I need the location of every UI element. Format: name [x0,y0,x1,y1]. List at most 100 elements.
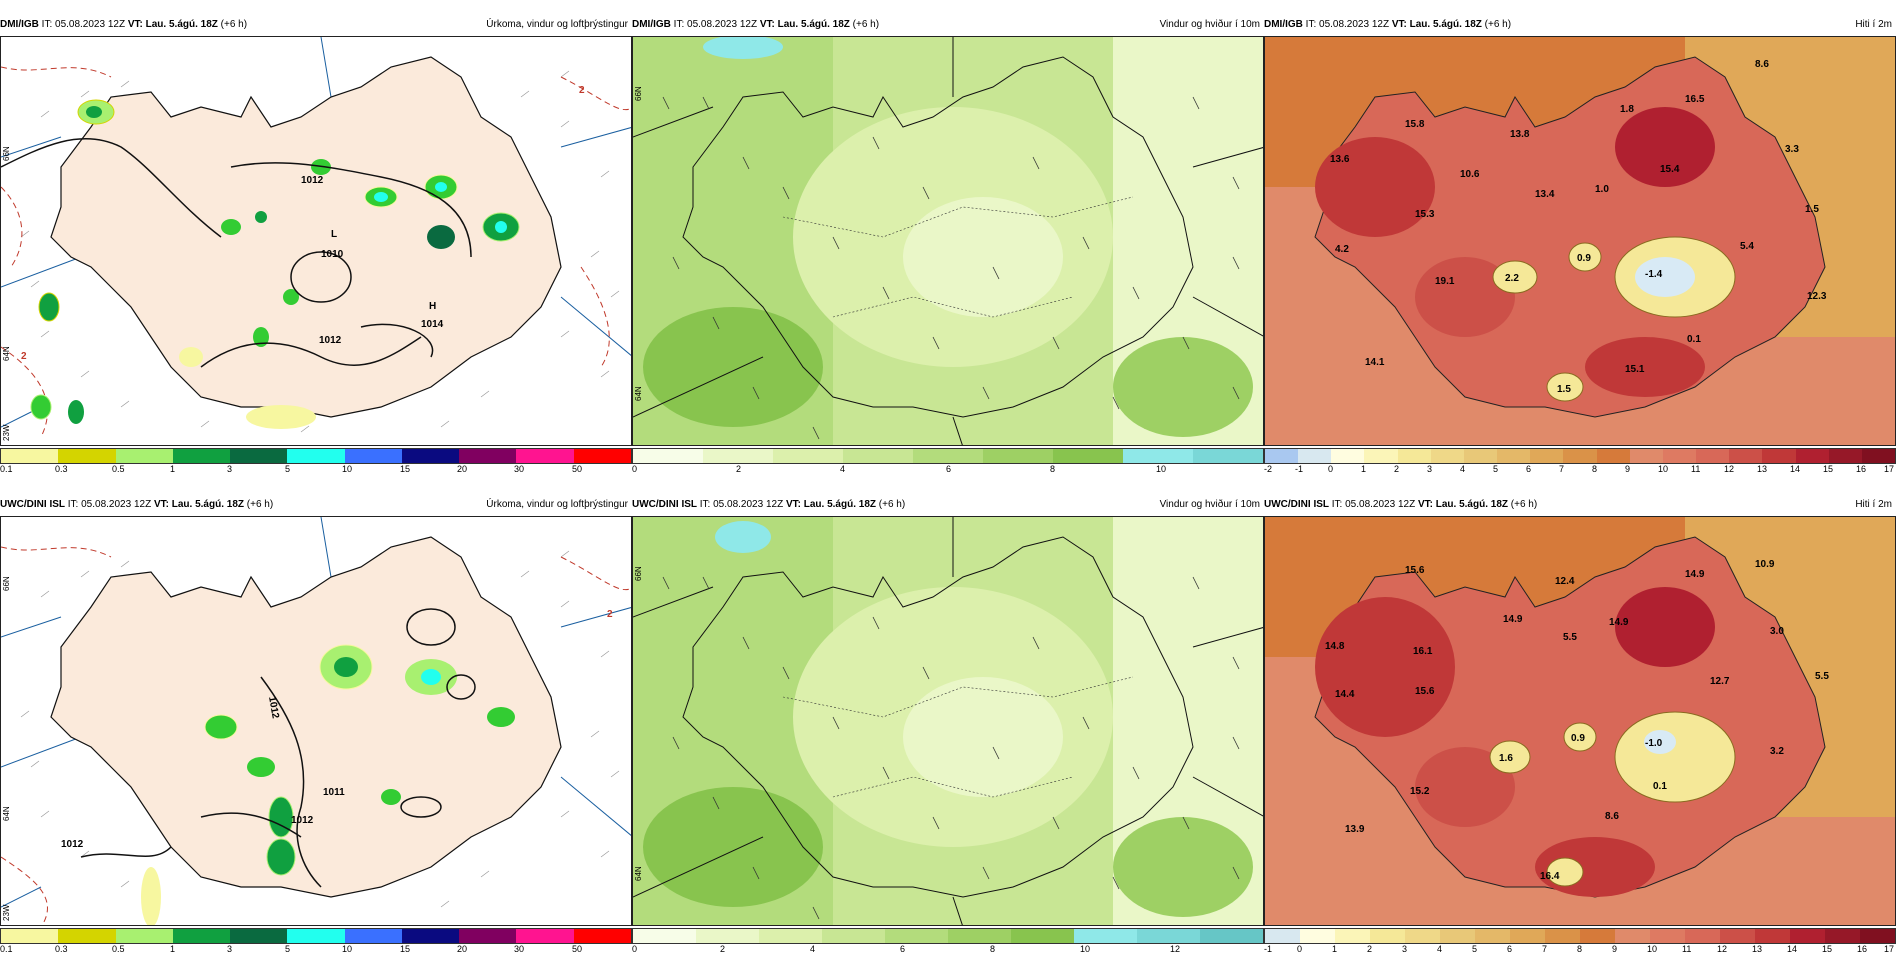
legend-swatch [58,929,116,943]
temp-label: 16.4 [1540,871,1560,882]
valid-time: Lau. 5.ágú. 18Z [1409,19,1482,30]
legend-label: 4 [810,944,816,954]
precip-map[interactable]: L 1010 H 1014 1012 1012 2 2 66N 64N 23W [0,36,632,446]
legend-label: 15 [400,944,411,954]
panel-dmi-temp: DMI/IGB IT: 05.08.2023 12Z VT: Lau. 5.ág… [1264,14,1896,474]
legend-swatch [573,449,631,463]
temp-label: 10.6 [1460,169,1480,180]
iceland-outline [682,536,1194,898]
precip-cells [141,644,515,925]
temp-map[interactable]: 15.6 12.4 14.9 10.9 14.9 5.5 14.9 14.8 1… [1264,516,1896,926]
temp-label: 12.3 [1807,291,1827,302]
legend-swatch [1335,929,1370,943]
legend-swatches [0,928,632,944]
isobar-label: 1012 [301,175,324,186]
legend-swatch [1200,929,1263,943]
legend-label: 6 [900,944,906,954]
legend-label: 8 [1592,464,1598,474]
model-name: UWC/DINI ISL [0,499,65,510]
legend-swatch [1053,449,1123,463]
legend-swatch [459,929,517,943]
temp-label: 0.9 [1571,733,1585,744]
panel-uwc-precip: UWC/DINI ISL IT: 05.08.2023 12Z VT: Lau.… [0,494,632,954]
legend-label: 11 [1691,464,1701,474]
lat-label: 66N [2,576,11,591]
model-name: DMI/IGB [1264,19,1303,30]
legend-swatch [1397,449,1431,463]
init-time: IT: 05.08.2023 12Z [67,499,152,510]
legend-label: 5 [1493,464,1499,474]
legend-label: 0.3 [55,944,68,954]
legend-label: 1 [170,464,176,474]
legend-label: 0.1 [0,944,13,954]
lead-time: (+6 h) [220,19,248,30]
model-name: UWC/DINI ISL [632,499,697,510]
legend-swatch [773,449,843,463]
wind-arrows [662,96,1240,440]
legend-swatch [1497,449,1531,463]
legend-swatch [1370,929,1405,943]
legend-swatches [0,448,632,464]
legend-label: 7 [1542,944,1548,954]
temp-label: 1.5 [1805,204,1819,215]
legend-label: 15 [1822,944,1833,954]
temp-label: 15.4 [1660,164,1680,175]
legend-label: 3 [1427,464,1433,474]
legend-swatch [1440,929,1475,943]
panel-header: DMI/IGB IT: 05.08.2023 12Z VT: Lau. 5.ág… [632,14,1264,36]
lon-label: 23W [2,904,11,921]
pressure-value-label: 1014 [421,319,444,330]
iceland-landmass [50,536,562,898]
legend-swatch [459,449,517,463]
legend-swatch [287,449,345,463]
temp-label: 5.4 [1740,241,1754,252]
legend-label: 50 [572,944,583,954]
legend-label: 5 [1472,944,1478,954]
temp-label: 14.9 [1685,569,1705,580]
legend-swatch [1762,449,1796,463]
legend-swatch [1193,449,1263,463]
model-name: UWC/DINI ISL [1264,499,1329,510]
wind-map[interactable]: 66N 64N [632,516,1264,926]
legend-label: 8 [990,944,996,954]
legend-swatch [172,449,231,463]
legend-swatches [632,448,1264,464]
legend-swatch [573,929,631,943]
pressure-value-label: 1010 [321,249,344,260]
legend-labels: 0 2 4 6 8 10 [632,464,1264,474]
legend-labels: -1 0 1 2 3 4 5 6 7 8 9 10 11 12 13 14 15… [1264,944,1896,954]
legend-swatch [1137,929,1200,943]
valid-time-label: VT: [127,19,143,30]
valid-time: Lau. 5.ágú. 18Z [171,499,244,510]
valid-time-label: VT: [153,499,169,510]
wind-map[interactable]: 66N 64N [632,36,1264,446]
legend-label: 6 [1526,464,1532,474]
precip-map[interactable]: 1012 1011 1012 1012 2 66N 64N 23W [0,516,632,926]
panel-title: Úrkoma, vindur og loftþrýstingur [486,499,628,510]
isobar-label: 1012 [319,335,342,346]
legend-label: 10 [1658,464,1669,474]
legend-swatch [516,449,574,463]
temp-label: 15.8 [1405,119,1425,130]
legend-label: 0.3 [55,464,68,474]
precip-map-svg: L 1010 H 1014 1012 1012 2 2 66N 64N 23W [1,37,631,445]
legend-label: 2 [736,464,742,474]
legend-swatch [1123,449,1193,463]
temp-label: 12.7 [1710,676,1730,687]
temp-label: 16.1 [1413,646,1433,657]
temp-label: 10.9 [1755,559,1775,570]
lead-time: (+6 h) [852,19,880,30]
panel-header: UWC/DINI ISL IT: 05.08.2023 12Z VT: Lau.… [0,494,632,516]
legend-label: 20 [457,464,468,474]
legend-swatch [1696,449,1730,463]
panel-title: Hiti í 2m [1855,499,1892,510]
legend-swatch [1364,449,1398,463]
temp-map[interactable]: 8.6 16.5 15.8 13.8 1.8 13.6 10.6 15.4 3.… [1264,36,1896,446]
legend-swatch [1685,929,1720,943]
legend-swatch [1629,449,1663,463]
legend-swatch [1510,929,1545,943]
legend-label: 10 [1080,944,1091,954]
lat-label: 64N [2,346,11,361]
legend-label: 5 [285,944,291,954]
valid-time: Lau. 5.ágú. 18Z [1435,499,1508,510]
